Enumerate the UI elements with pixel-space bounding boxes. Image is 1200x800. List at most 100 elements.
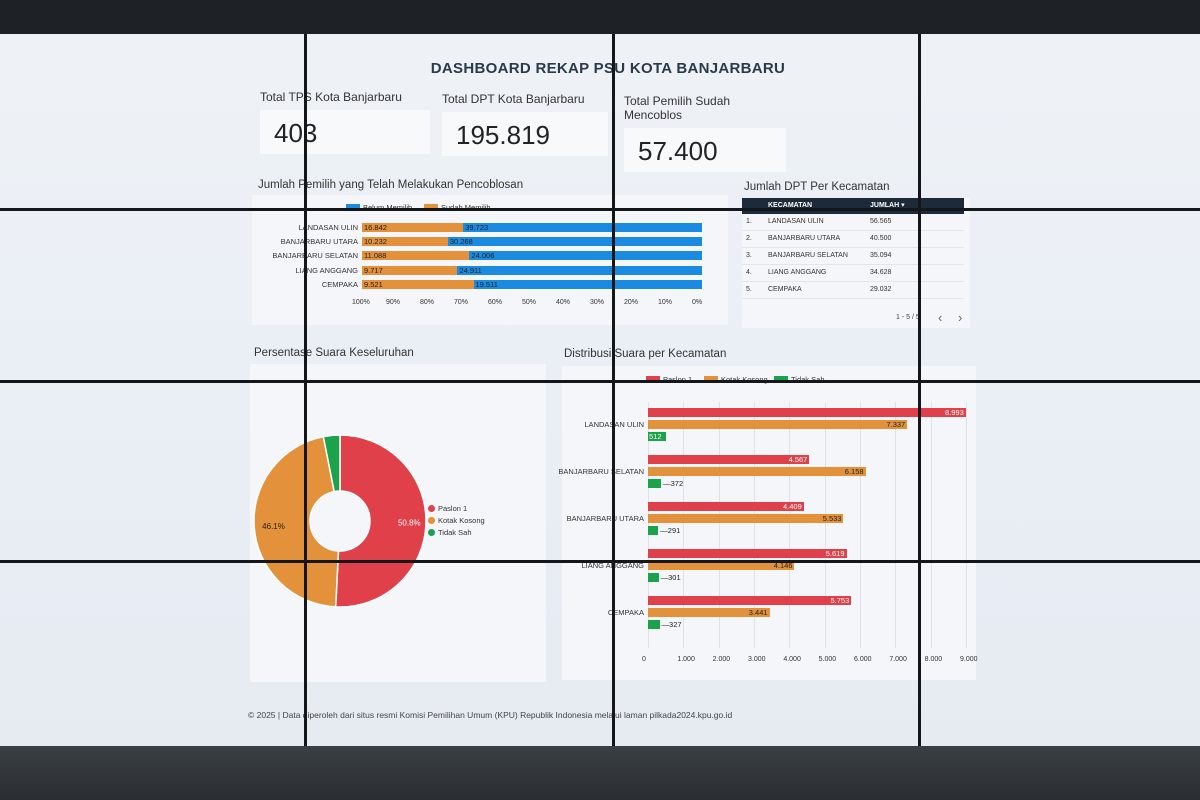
bar-kotak-kosong: [648, 608, 770, 617]
category-label: LANDASAN ULIN: [298, 223, 358, 232]
data-label: 4.146: [773, 561, 793, 570]
footer-note: © 2025 | Data diperoleh dari situs resmi…: [248, 710, 733, 720]
row-number: 5.: [746, 286, 752, 293]
x-tick: 8.000: [924, 656, 943, 663]
bar-tidak-sah: [648, 620, 660, 629]
pencoblosan-chart-title: Jumlah Pemilih yang Telah Melakukan Penc…: [258, 179, 524, 191]
data-label-sudah: 9.521: [364, 279, 383, 289]
row-jumlah: 35.094: [870, 252, 892, 259]
data-label: —301: [660, 573, 681, 582]
dist-legend-paslon1: Paslon 1: [646, 375, 692, 384]
legend-label: Belum Memilih: [363, 203, 412, 212]
x-tick: 50%: [522, 299, 537, 306]
legend-swatch-orange: [424, 204, 438, 211]
x-tick: 100%: [352, 299, 370, 306]
data-label-sudah: 11.088: [364, 251, 387, 261]
bar-kotak-kosong: [648, 420, 908, 429]
category-label: LIANG ANGGANG: [295, 265, 358, 275]
bar-paslon1: [648, 596, 852, 605]
bar-kotak-kosong: [648, 561, 795, 570]
data-label: 4.409: [783, 502, 802, 511]
pie-legend-tidak-sah: Tidak Sah: [428, 528, 472, 537]
room-floor: [0, 746, 1200, 800]
gridline: [789, 402, 791, 648]
screen-bezel: [0, 380, 1200, 383]
dpt-table-body: KECAMATAN JUMLAH ▾ 1. LANDASAN ULIN 56.5…: [742, 198, 964, 318]
x-tick: 90%: [386, 299, 401, 306]
kpi-value: 57.400: [624, 128, 786, 172]
legend-swatch-orange: [704, 376, 718, 383]
category-label: BANJARBARU SELATAN: [272, 251, 358, 261]
row-jumlah: 34.628: [870, 269, 892, 276]
category-label: CEMPAKA: [321, 279, 358, 289]
bar-belum-memilih: [463, 223, 702, 232]
bar-tidak-sah: [648, 573, 659, 582]
legend-swatch-green: [774, 376, 788, 383]
prev-page-button[interactable]: ‹: [938, 310, 943, 325]
data-label-sudah: 10.232: [364, 237, 387, 247]
kpi-total-dpt: Total DPT Kota Banjarbaru 195.819: [442, 92, 608, 156]
row-jumlah: 56.565: [870, 218, 892, 225]
next-page-button[interactable]: ›: [958, 310, 963, 325]
legend-swatch-red: [646, 376, 660, 383]
donut-slice-paslon1: [334, 434, 427, 608]
bar-kotak-kosong: [648, 467, 866, 476]
legend-dot: [428, 529, 435, 536]
screen-bezel: [304, 34, 307, 746]
gridline: [930, 402, 932, 648]
screen-bezel: [0, 560, 1200, 563]
distribusi-chart-title: Distribusi Suara per Kecamatan: [564, 348, 727, 360]
data-label: 5.533: [822, 514, 842, 523]
table-header: KECAMATAN JUMLAH ▾: [742, 198, 964, 214]
legend-label: Sudah Memilih: [441, 203, 491, 212]
category-label: BANJARBARU SELATAN: [558, 467, 644, 476]
bar-paslon1: [648, 408, 966, 417]
bar-belum-memilih: [469, 251, 702, 261]
donut-label-paslon1: 50.8%: [398, 519, 421, 528]
x-tick: 1.000: [677, 656, 695, 663]
data-label: —327: [661, 620, 682, 629]
gridline: [648, 402, 649, 648]
data-label-belum: 39.723: [465, 223, 489, 232]
legend-label: Tidak Sah: [438, 528, 472, 537]
header-kecamatan[interactable]: KECAMATAN: [768, 202, 813, 209]
pagination-label: 1 - 5 / 5: [896, 314, 920, 321]
x-tick: 0: [642, 656, 646, 663]
dpt-table: KECAMATAN JUMLAH ▾ 1. LANDASAN ULIN 56.5…: [742, 198, 970, 328]
row-kecamatan: LANDASAN ULIN: [768, 218, 824, 225]
table-row: 3. BANJARBARU SELATAN 35.094: [742, 248, 964, 265]
row-kecamatan: LIANG ANGGANG: [768, 269, 827, 276]
x-tick: 9.000: [960, 656, 978, 663]
gridline: [895, 402, 897, 648]
persentase-chart: 50.8% 46.1% Paslon 1 Kotak Kosong Tidak …: [250, 364, 546, 682]
header-jumlah[interactable]: JUMLAH ▾: [870, 202, 905, 209]
data-label: —291: [660, 526, 681, 535]
x-tick: 40%: [556, 299, 571, 306]
legend-sudah-memilih: Sudah Memilih: [424, 203, 491, 212]
dist-legend-tidak-sah: Tidak Sah: [774, 375, 825, 384]
table-row: 2. BANJARBARU UTARA 40.500: [742, 231, 964, 248]
row-kecamatan: BANJARBARU UTARA: [768, 235, 841, 242]
bar-sudah-memilih: [362, 237, 448, 247]
donut-chart: 50.8% 46.1%: [253, 434, 427, 608]
x-tick: 6.000: [854, 656, 872, 663]
bar-sudah-memilih: [362, 279, 474, 289]
kpi-label: Total TPS Kota Banjarbaru: [260, 90, 402, 104]
data-label: 4.567: [788, 455, 808, 464]
pencoblosan-chart: Belum Memilih Sudah Memilih LANDASAN ULI…: [252, 195, 728, 325]
x-tick: 30%: [590, 299, 605, 306]
row-number: 2.: [746, 235, 752, 242]
row-number: 4.: [746, 269, 752, 276]
x-tick: 7.000: [889, 656, 907, 663]
row-number: 1.: [746, 218, 752, 225]
kpi-sudah-mencoblos: Total Pemilih Sudah Mencoblos 57.400: [624, 94, 786, 172]
page-title: DASHBOARD REKAP PSU KOTA BANJARBARU: [430, 60, 786, 77]
bar-kotak-kosong: [648, 514, 844, 523]
screen-bezel: [612, 34, 615, 746]
data-label: 5.753: [830, 596, 850, 605]
bar-sudah-memilih: [362, 251, 470, 261]
data-label-belum: 19.511: [475, 279, 498, 289]
data-label-belum: 30.268: [449, 237, 473, 247]
screen-bezel: [918, 34, 921, 746]
bar-paslon1: [648, 502, 804, 511]
